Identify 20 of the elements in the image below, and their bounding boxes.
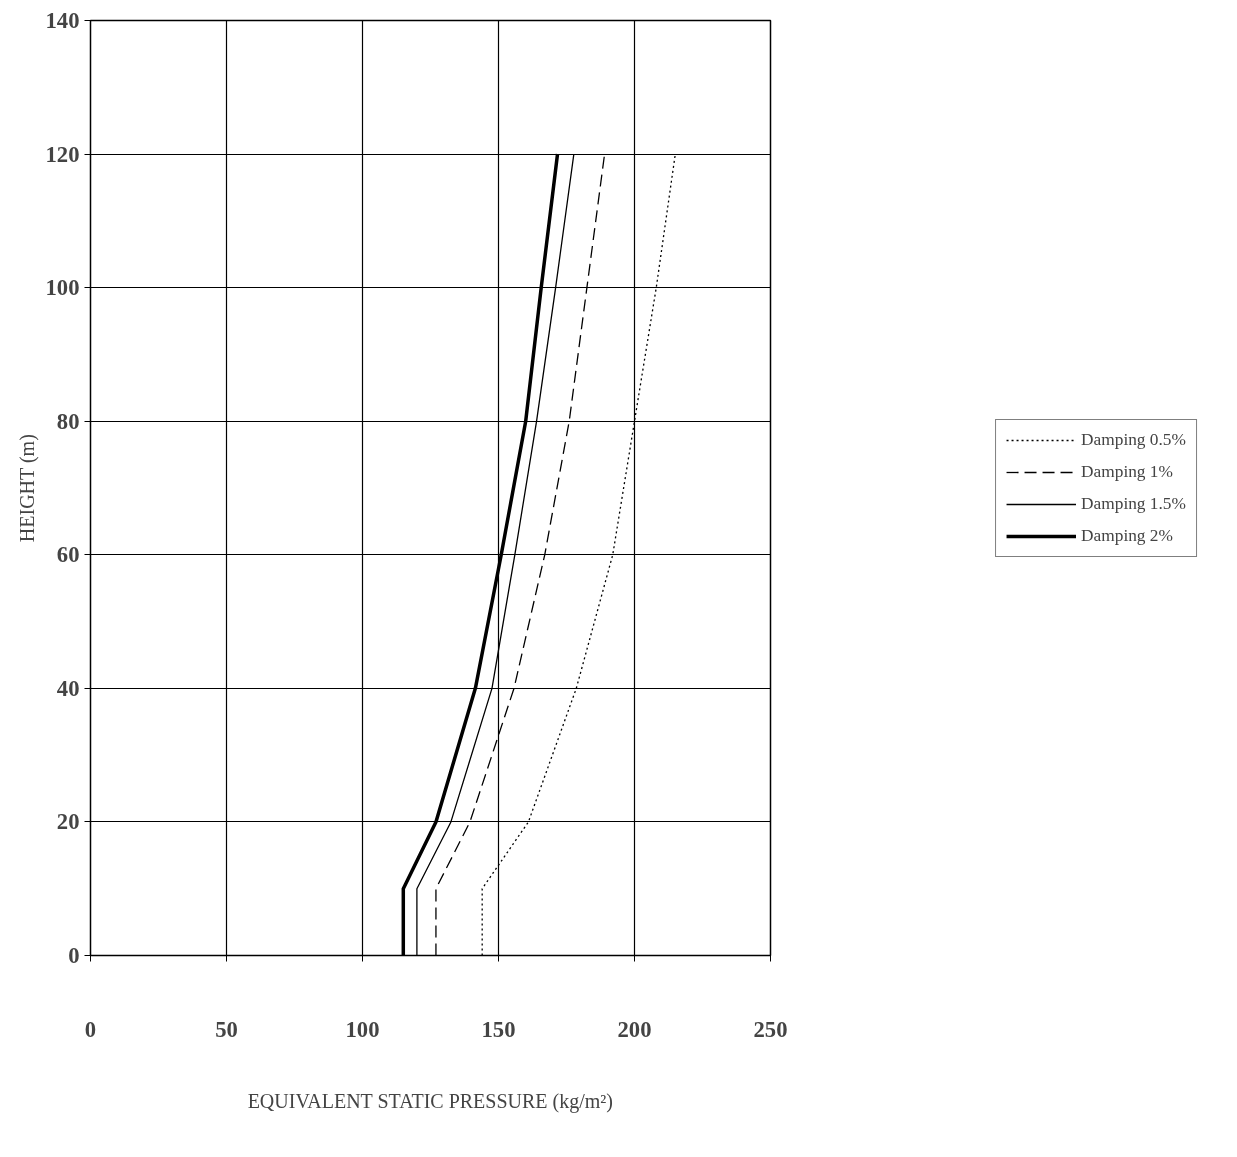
- x-tick-label: 200: [617, 1016, 652, 1042]
- y-tick-label: 20: [56, 809, 80, 835]
- legend-label: Damping 1%: [1081, 461, 1173, 482]
- x-tick-label: 100: [345, 1016, 380, 1042]
- y-tick-label: 140: [45, 8, 80, 33]
- y-tick-label: 80: [56, 408, 80, 434]
- legend-label: Damping 2%: [1081, 525, 1173, 546]
- legend-label: Damping 0.5%: [1081, 429, 1186, 450]
- y-tick-label: 0: [68, 943, 80, 968]
- y-tick-label: 120: [45, 141, 80, 167]
- y-tick-label: 40: [56, 675, 80, 701]
- x-axis-title: EQUIVALENT STATIC PRESSURE (kg/m²): [247, 1089, 613, 1113]
- y-tick-label: 100: [45, 275, 80, 301]
- y-tick-label: 60: [56, 542, 80, 568]
- x-tick-label: 50: [215, 1016, 238, 1042]
- x-tick-label: 0: [84, 1016, 97, 1042]
- x-tick-label: 250: [753, 1016, 788, 1042]
- y-axis-title: HEIGHT (m): [15, 434, 39, 543]
- x-tick-label: 150: [481, 1016, 516, 1042]
- legend-label: Damping 1.5%: [1081, 493, 1186, 514]
